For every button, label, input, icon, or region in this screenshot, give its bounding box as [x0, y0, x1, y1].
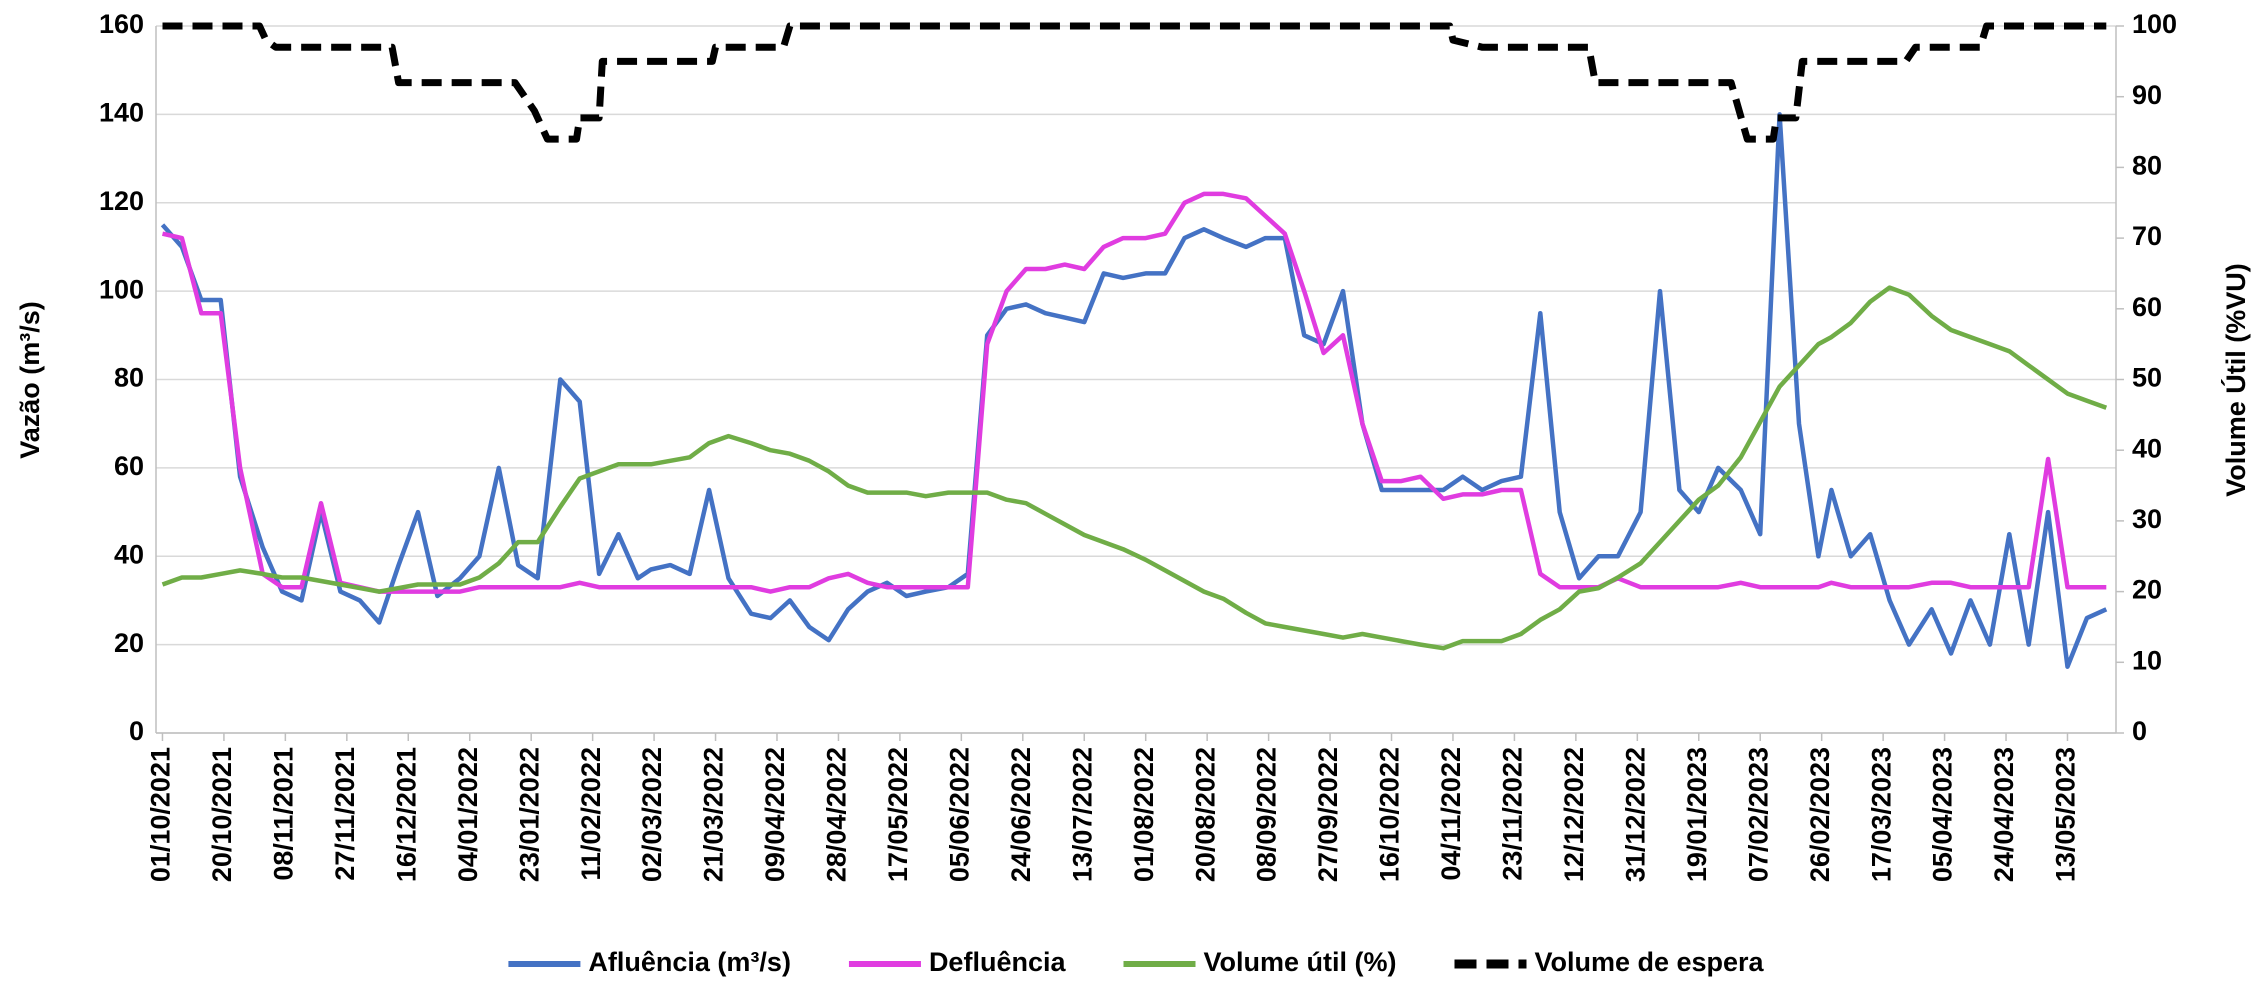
- y-axis-title: Vazão (m³/s): [15, 301, 45, 459]
- series-line: [160, 112, 2108, 669]
- x-tick-label: 21/03/2022: [699, 747, 729, 882]
- y2-tick-label: 80: [2132, 151, 2162, 181]
- y-tick-label: 160: [99, 9, 144, 39]
- x-tick-label: 07/02/2023: [1743, 747, 1773, 882]
- x-tick-label: 12/12/2022: [1559, 747, 1589, 882]
- x-tick-label: 08/09/2022: [1252, 747, 1282, 882]
- series-line: [162, 22, 2107, 143]
- x-tick-label: 20/08/2022: [1190, 747, 1220, 882]
- x-tick-label: 17/03/2023: [1866, 747, 1896, 882]
- x-tick-label: 08/11/2021: [268, 747, 298, 881]
- y2-tick-label: 100: [2132, 9, 2177, 39]
- series-line: [161, 285, 2108, 651]
- x-tick-label: 24/06/2022: [1006, 747, 1036, 882]
- x-tick-label: 02/03/2022: [637, 747, 667, 882]
- y-tick-label: 80: [114, 363, 144, 393]
- y2-tick-label: 40: [2132, 433, 2162, 463]
- y-tick-label: 140: [99, 98, 144, 128]
- y2-tick-label: 20: [2132, 575, 2162, 605]
- x-tick-label: 28/04/2022: [822, 747, 852, 882]
- x-tick-label: 11/02/2022: [576, 747, 606, 881]
- x-tick-label: 16/10/2022: [1375, 747, 1405, 882]
- y2-tick-label: 90: [2132, 80, 2162, 110]
- y-tick-label: 0: [129, 716, 144, 746]
- legend-label: Volume útil (%): [1203, 947, 1396, 977]
- x-tick-label: 19/01/2023: [1682, 747, 1712, 882]
- x-tick-label: 23/11/2022: [1498, 747, 1528, 881]
- legend-label: Defluência: [929, 947, 1067, 977]
- y-tick-label: 120: [99, 186, 144, 216]
- x-tick-label: 26/02/2023: [1805, 747, 1835, 882]
- y2-tick-label: 60: [2132, 292, 2162, 322]
- x-tick-label: 04/11/2022: [1436, 747, 1466, 881]
- x-tick-label: 16/12/2021: [391, 747, 421, 882]
- x-tick-label: 20/10/2021: [207, 747, 237, 882]
- x-tick-label: 13/05/2023: [2051, 747, 2081, 882]
- y2-tick-label: 30: [2132, 504, 2162, 534]
- x-tick-label: 05/04/2023: [1928, 747, 1958, 882]
- y2-tick-label: 10: [2132, 645, 2162, 675]
- y-tick-label: 60: [114, 451, 144, 481]
- x-tick-label: 05/06/2022: [944, 747, 974, 882]
- y2-tick-label: 0: [2132, 716, 2147, 746]
- x-tick-label: 27/11/2021: [330, 747, 360, 881]
- x-tick-label: 01/10/2021: [146, 747, 176, 882]
- y2-tick-label: 70: [2132, 221, 2162, 251]
- x-tick-label: 09/04/2022: [760, 747, 790, 882]
- x-tick-label: 01/08/2022: [1129, 747, 1159, 882]
- x-tick-label: 23/01/2022: [514, 747, 544, 882]
- x-tick-label: 04/01/2022: [453, 747, 483, 882]
- y2-tick-label: 50: [2132, 363, 2162, 393]
- y-tick-label: 40: [114, 539, 144, 569]
- y2-axis-title: Volume Útil (%VU): [2220, 263, 2251, 497]
- x-tick-label: 17/05/2022: [883, 747, 913, 882]
- x-tick-label: 27/09/2022: [1313, 747, 1343, 882]
- series-line: [162, 191, 2107, 594]
- y-tick-label: 100: [99, 274, 144, 304]
- legend-label: Afluência (m³/s): [588, 947, 791, 977]
- x-tick-label: 24/04/2023: [1989, 747, 2019, 882]
- x-tick-label: 13/07/2022: [1067, 747, 1097, 882]
- x-tick-label: 31/12/2022: [1620, 747, 1650, 882]
- y-tick-label: 20: [114, 628, 144, 658]
- legend-label: Volume de espera: [1534, 947, 1764, 977]
